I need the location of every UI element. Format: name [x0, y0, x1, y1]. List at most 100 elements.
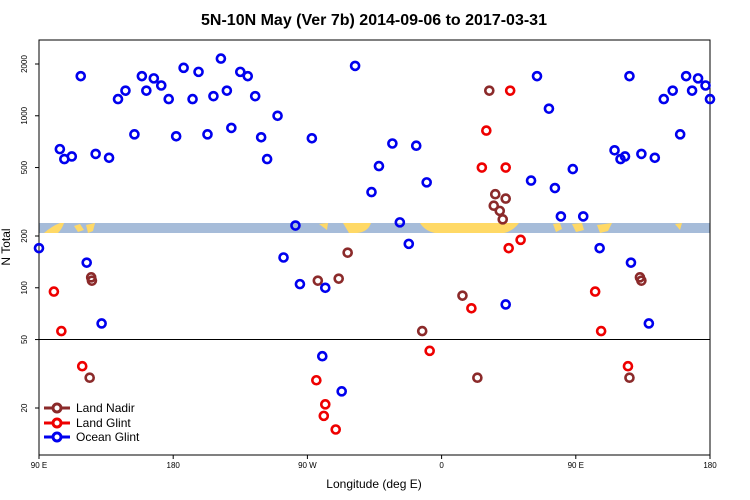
ocean-glint-point [75, 70, 87, 82]
ocean-glint-point [178, 62, 189, 74]
ocean-glint-point [202, 129, 213, 140]
ocean-glint-point [667, 85, 679, 96]
land-patch [675, 223, 682, 230]
x-tick-label: 180 [703, 461, 717, 470]
land-nadir-point [312, 275, 324, 286]
land-nadir-point [497, 214, 509, 225]
ocean-glint-point [643, 318, 655, 329]
ocean-glint-point [577, 211, 589, 222]
ocean-glint-point [208, 90, 219, 102]
legend-label-land-glint: Land Glint [76, 416, 131, 430]
ocean-glint-point [103, 152, 115, 164]
ocean-glint-point [221, 85, 233, 96]
ocean-glint-point [543, 103, 555, 114]
ocean-glint-point [81, 257, 93, 268]
ocean-glint-point [54, 143, 66, 155]
land-nadir-point [84, 372, 95, 384]
ocean-glint-point [525, 175, 537, 186]
ocean-glint-point [619, 151, 631, 162]
land-nadir-point [86, 275, 98, 286]
ocean-glint-point [163, 93, 175, 105]
land-glint-point [311, 374, 322, 386]
x-axis-label: Longitude (deg E) [326, 477, 421, 491]
ocean-band [39, 223, 710, 233]
land-patch [86, 223, 95, 233]
land-glint-point [48, 286, 60, 297]
ocean-glint-point [294, 278, 306, 290]
y-tick-label: 50 [20, 335, 29, 344]
ocean-glint-point [531, 70, 543, 82]
x-tick-label: 180 [167, 461, 181, 470]
land-glint-point [76, 360, 88, 372]
ocean-glint-point [658, 93, 670, 105]
land-nadir-point [488, 200, 500, 212]
ocean-glint-point [120, 85, 131, 96]
legend-marker-ocean-glint [51, 431, 63, 443]
land-patch [553, 223, 562, 232]
land-nadir-point [494, 205, 506, 217]
land-nadir-point [624, 372, 635, 384]
ocean-glint-point [349, 60, 361, 72]
ocean-glint-point [235, 66, 246, 78]
land-nadir-point [636, 275, 647, 286]
legend-marker-land-glint [51, 417, 63, 429]
land-nadir-point [484, 85, 495, 96]
ocean-glint-point [112, 93, 124, 105]
ocean-glint-point [700, 80, 711, 91]
land-glint-point [595, 325, 607, 337]
ocean-glint-point [272, 110, 283, 122]
land-glint-point [318, 410, 330, 422]
ocean-glint-point [129, 129, 140, 140]
ocean-glint-point [609, 144, 620, 156]
ocean-glint-point [686, 85, 698, 96]
land-nadir-point [342, 247, 353, 258]
y-axis: 20 50 100 200 500 1000 2000 [20, 55, 39, 412]
y-tick-label: 200 [20, 229, 29, 243]
ocean-glint-point [625, 257, 637, 268]
ocean-glint-point [624, 70, 635, 82]
ocean-glint-point [215, 53, 227, 64]
ocean-glint-point [242, 70, 254, 82]
ocean-glint-point [500, 299, 512, 310]
ocean-glint-point [306, 132, 318, 144]
ocean-glint-point [636, 148, 647, 160]
x-tick-label: 90 E [568, 461, 584, 470]
ocean-glint-point [317, 350, 328, 362]
x-axis: 90 E 180 90 W 0 90 E 180 [31, 455, 717, 470]
ocean-glint-point [255, 131, 267, 143]
land-glint-point [589, 286, 601, 297]
land-glint-point [424, 345, 435, 357]
ocean-glint-point [704, 93, 716, 105]
ocean-glint-point [680, 70, 692, 82]
ocean-glint-point [33, 242, 45, 254]
land-nadir-point [500, 193, 512, 204]
land-nadir-point [333, 273, 345, 284]
ocean-glint-point [261, 153, 273, 165]
land-glint-point [466, 302, 477, 314]
land-patch [420, 223, 519, 233]
y-tick-label: 500 [20, 160, 29, 174]
ocean-glint-point [674, 129, 686, 140]
ocean-glint-point [549, 182, 561, 194]
y-tick-label: 100 [20, 281, 29, 295]
legend-label-land-nadir: Land Nadir [76, 401, 135, 415]
ocean-glint-point [336, 386, 347, 397]
land-glint-point [622, 360, 634, 372]
ocean-glint-point [594, 242, 605, 254]
y-tick-label: 1000 [20, 106, 29, 124]
legend-marker-land-nadir [51, 402, 63, 414]
land-glint-point [56, 325, 67, 337]
ocean-glint-point [170, 130, 182, 142]
ocean-glint-point [193, 66, 204, 78]
land-glint-point [476, 162, 488, 173]
ocean-glint-point [90, 148, 101, 160]
x-tick-label: 90 W [298, 461, 317, 470]
land-nadir-point [457, 290, 468, 301]
x-tick-label: 90 E [31, 461, 47, 470]
land-patch [343, 223, 371, 233]
land-glint-point [500, 162, 512, 173]
ocean-glint-point [567, 163, 579, 175]
ocean-glint-point [692, 73, 704, 84]
ocean-glint-point [290, 220, 301, 231]
